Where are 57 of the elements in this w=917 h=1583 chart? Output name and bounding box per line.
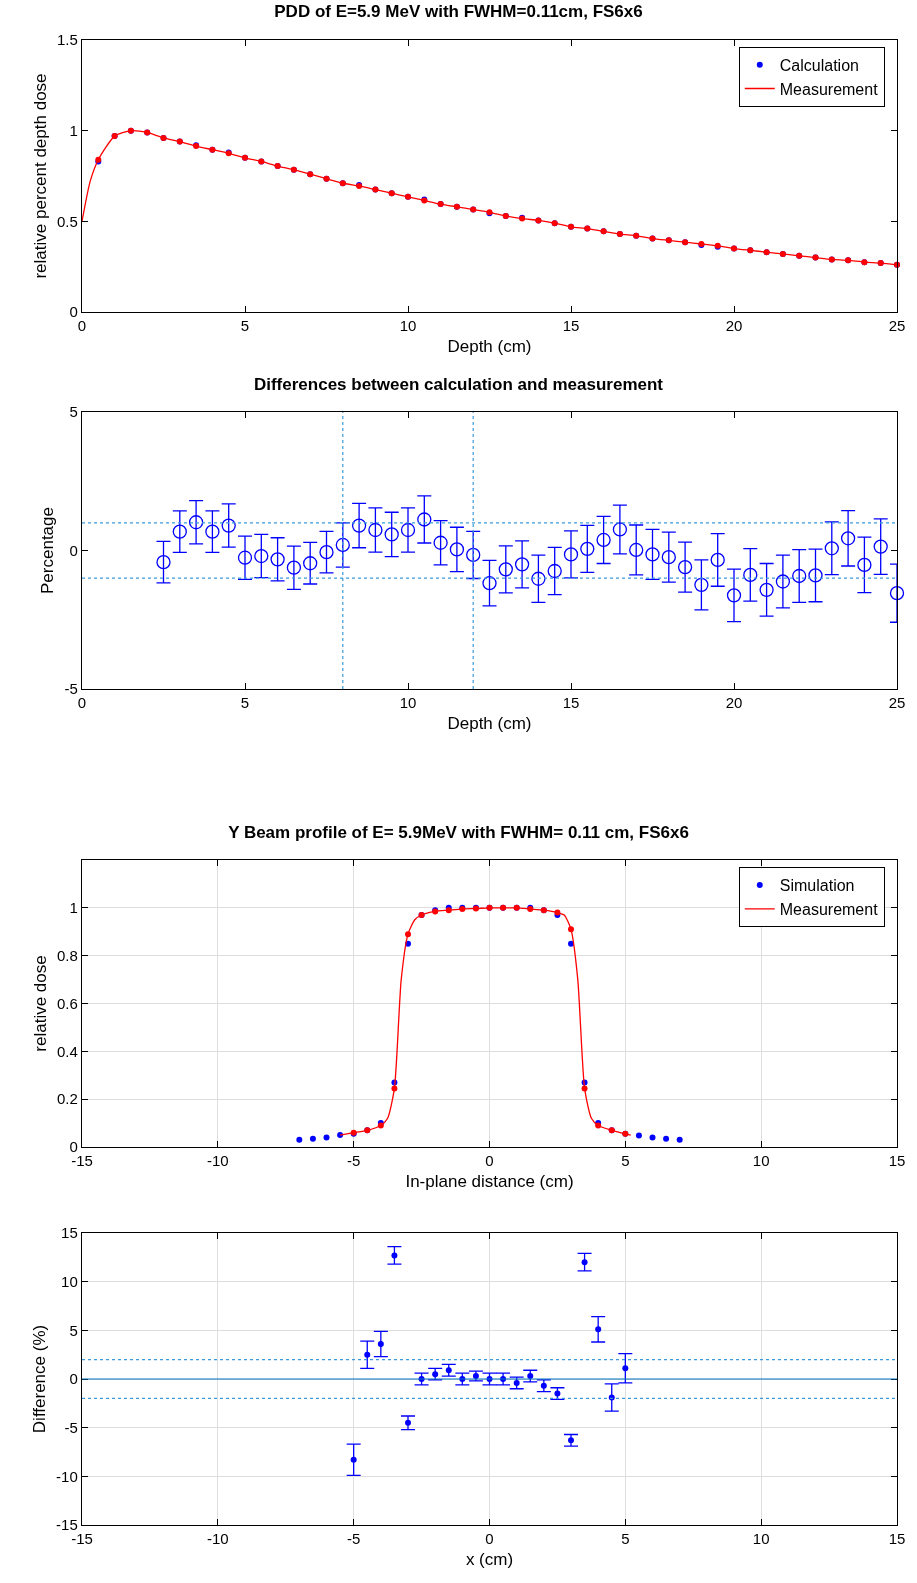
y-tick-label: 0.2 [56, 1090, 78, 1108]
x-tick-label: 0 [485, 1530, 494, 1548]
legend-label: Simulation [779, 877, 855, 895]
x-tick-label: 15 [562, 317, 580, 335]
x-tick-label: 15 [888, 1152, 906, 1170]
x-tick-label: 10 [399, 317, 417, 335]
x-tick-label: -10 [206, 1152, 229, 1170]
x-axis-title: Depth (cm) [447, 336, 532, 356]
y-tick-label: 0 [69, 541, 78, 559]
x-tick-label: 5 [621, 1530, 630, 1548]
x-tick-label: 20 [725, 317, 743, 335]
y-tick-label: 0.5 [56, 212, 78, 230]
y-tick-label: 15 [61, 1224, 78, 1242]
y-axis-title: Percentage [38, 507, 58, 594]
y-tick-label: 0.4 [56, 1042, 78, 1060]
y-tick-label: 0 [69, 303, 78, 321]
x-tick-label: 5 [240, 317, 250, 335]
x-tick-label: -5 [347, 1152, 361, 1170]
x-tick-label: 0 [485, 1152, 494, 1170]
chart-title: Differences between calculation and measurement [253, 374, 664, 394]
y-axis-title: relative dose [30, 955, 50, 1052]
y-tick-label: 1 [69, 899, 78, 917]
x-axis-title: Depth (cm) [447, 713, 532, 733]
y-tick-label: 0 [69, 1370, 78, 1388]
x-tick-label: 15 [888, 1530, 906, 1548]
y-tick-label: 5 [69, 1321, 78, 1339]
x-tick-label: -5 [347, 1530, 361, 1548]
legend-label: Calculation [779, 56, 859, 74]
y-tick-label: -5 [64, 1418, 78, 1436]
x-tick-label: 5 [240, 694, 250, 712]
x-tick-label: 25 [888, 694, 906, 712]
y-tick-label: 1.5 [56, 31, 78, 49]
y-axis-title: relative percent depth dose [30, 73, 50, 279]
x-tick-label: 10 [752, 1530, 770, 1548]
legend-label: Measurement [779, 80, 879, 98]
y-tick-label: -5 [64, 680, 78, 698]
x-tick-label: 10 [399, 694, 417, 712]
chart-title: Y Beam profile of E= 5.9MeV with FWHM= 0.11 cm, FS6x6 [228, 822, 689, 842]
y-tick-label: 0.8 [56, 946, 78, 964]
y-tick-label: -10 [56, 1467, 78, 1485]
x-axis-title: In-plane distance (cm) [405, 1171, 574, 1191]
y-tick-label: 5 [69, 403, 78, 421]
x-tick-label: 10 [752, 1152, 770, 1170]
x-tick-label: 25 [888, 317, 906, 335]
y-tick-label: 0 [69, 1138, 78, 1156]
x-tick-label: 5 [621, 1152, 630, 1170]
x-tick-label: 15 [562, 694, 580, 712]
x-tick-label: 20 [725, 694, 743, 712]
y-tick-label: 0.6 [56, 994, 78, 1012]
x-axis-title: x (cm) [465, 1549, 514, 1569]
y-tick-label: -15 [56, 1516, 78, 1534]
x-tick-label: -10 [206, 1530, 229, 1548]
chart-title: PDD of E=5.9 MeV with FWHM=0.11cm, FS6x6 [274, 2, 643, 22]
legend-label: Measurement [779, 901, 879, 919]
y-tick-label: 10 [61, 1272, 78, 1290]
y-axis-title: Difference (%) [29, 1324, 49, 1434]
y-tick-label: 1 [69, 121, 78, 139]
